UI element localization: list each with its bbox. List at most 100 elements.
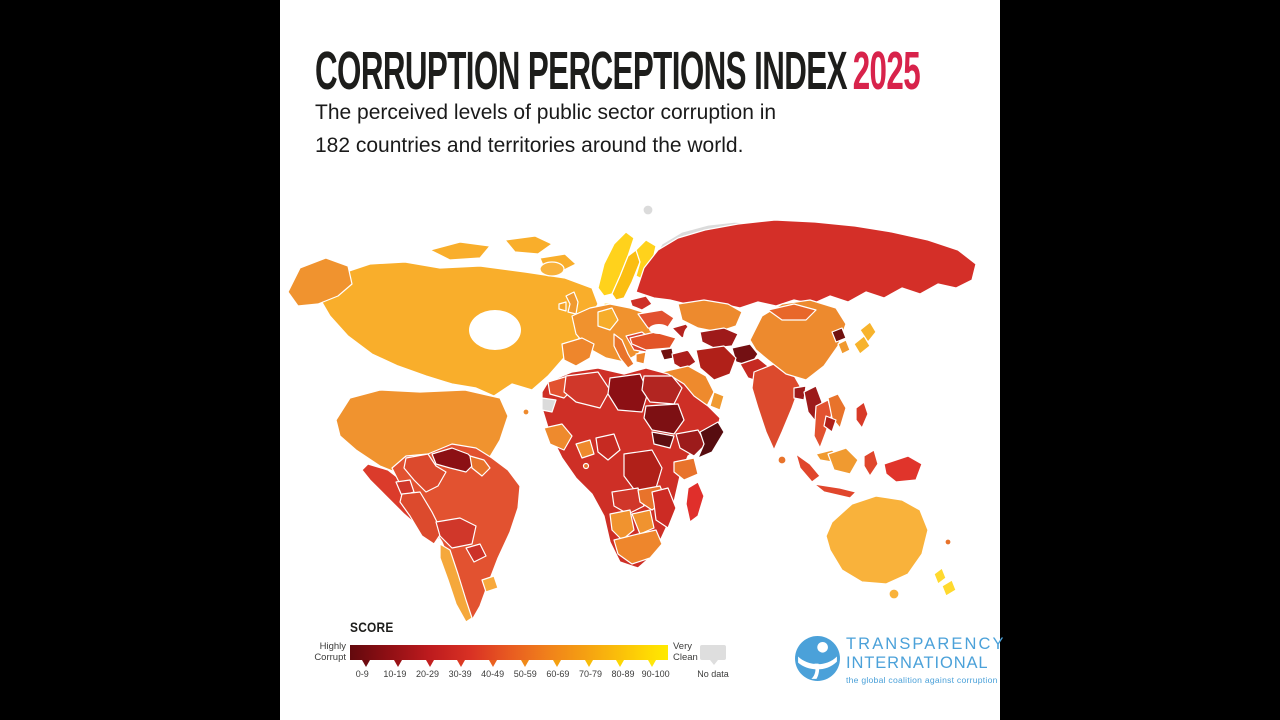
map-region-uruguay	[481, 575, 499, 593]
map-region-botswana	[631, 509, 655, 535]
world-map	[280, 192, 1000, 622]
map-region-ireland	[558, 301, 567, 312]
map-region-italy	[613, 333, 635, 369]
map-region-sudan	[643, 403, 685, 435]
map-region-canada-island1	[429, 241, 491, 261]
map-region-ethiopia	[675, 429, 707, 457]
map-region-west-africa	[543, 423, 573, 451]
map-region-iran	[695, 345, 737, 381]
map-region-alaska	[287, 257, 353, 307]
legend-nodata-label: No data	[697, 669, 729, 679]
map-region-germany	[597, 307, 619, 331]
map-region-borneo	[827, 447, 859, 475]
map-region-laos-cambodia	[823, 415, 837, 433]
ti-logo-line1: TRANSPARENCY	[846, 635, 1006, 653]
legend-nodata-swatch	[700, 645, 726, 660]
subtitle: The perceived levels of public sector co…	[315, 96, 776, 162]
page-title: CORRUPTION PERCEPTIONS INDEX 2025	[315, 40, 921, 102]
map-region-vietnam	[827, 393, 847, 429]
map-region-venezuela	[431, 447, 477, 473]
caspian-sea	[683, 326, 697, 352]
map-region-oman	[709, 391, 725, 411]
map-region-fiji	[944, 538, 952, 546]
world-map-svg	[287, 204, 977, 622]
map-region-south-africa	[613, 529, 663, 565]
legend-tick-labels: 0-9 10-19 20-29 30-39 40-49 50-59 60-69 …	[346, 669, 672, 679]
legend-corrupt: Corrupt	[314, 652, 346, 663]
tick-label-3: 30-39	[448, 669, 472, 679]
map-region-libya	[607, 373, 649, 413]
tick-label-7: 70-79	[578, 669, 602, 679]
map-region-sulawesi	[863, 449, 879, 477]
map-region-svalbard	[642, 204, 654, 216]
legend-very: Very	[673, 641, 693, 652]
map-region-nigeria	[595, 433, 621, 461]
ti-logo-tagline: the global coalition against corruption	[846, 675, 998, 685]
tick-label-0: 0-9	[355, 669, 369, 679]
tick-label-5: 50-59	[513, 669, 537, 679]
tick-6	[553, 660, 561, 667]
map-region-western-sahara	[541, 397, 557, 413]
map-region-sao-tome	[582, 462, 590, 470]
map-region-tanzania	[673, 457, 699, 481]
map-region-cape-verde	[522, 408, 530, 416]
ti-logo-icon	[795, 636, 840, 681]
ti-logo-text: TRANSPARENCY INTERNATIONAL the global co…	[846, 635, 1006, 685]
tick-label-4: 40-49	[481, 669, 505, 679]
map-region-south-korea	[837, 339, 851, 355]
map-region-new-zealand-north	[933, 567, 947, 585]
tick-2	[426, 660, 434, 667]
legend-left-label: Highly Corrupt	[296, 641, 346, 663]
map-region-chile	[439, 543, 473, 622]
legend-gradient-bar	[350, 645, 668, 660]
legend-clean: Clean	[673, 652, 698, 663]
map-region-algeria	[563, 371, 611, 409]
map-region-new-zealand-south	[941, 579, 957, 597]
legend-highly: Highly	[319, 641, 346, 652]
map-region-png	[883, 455, 923, 483]
map-region-canada-island2	[504, 235, 553, 255]
map-region-java	[813, 483, 857, 499]
legend-heading: SCORE	[350, 619, 394, 635]
tick-1	[394, 660, 402, 667]
map-region-philippines	[855, 401, 869, 429]
hudson-bay	[469, 310, 521, 350]
map-region-iberia	[561, 337, 595, 367]
map-region-mongolia	[767, 303, 817, 321]
map-region-madagascar	[685, 481, 705, 523]
infographic-panel: CORRUPTION PERCEPTIONS INDEX 2025 The per…	[280, 0, 1004, 720]
subtitle-line1: The perceived levels of public sector co…	[315, 101, 777, 124]
tick-4	[489, 660, 497, 667]
map-region-kazakhstan	[677, 299, 743, 333]
map-region-colombia	[403, 453, 447, 493]
subtitle-line2: 182 countries and territories around the…	[315, 134, 744, 157]
tick-0	[362, 660, 370, 667]
map-region-bolivia	[435, 517, 477, 549]
map-region-china	[749, 299, 847, 381]
ti-logo-line2: INTERNATIONAL	[846, 654, 989, 672]
map-region-ecuador	[395, 479, 415, 497]
map-region-central-asia	[699, 327, 739, 349]
map-region-paraguay	[465, 543, 487, 563]
tick-5	[521, 660, 529, 667]
map-region-australia	[825, 495, 929, 585]
map-region-japan-south	[853, 335, 871, 355]
map-region-canada	[315, 261, 599, 397]
tick-7	[585, 660, 593, 667]
map-region-peru	[399, 491, 443, 545]
map-region-angola	[611, 487, 645, 515]
tick-label-6: 60-69	[546, 669, 570, 679]
map-region-bangladesh	[793, 385, 807, 401]
map-region-sri-lanka	[777, 455, 787, 465]
map-region-mozambique	[651, 487, 677, 529]
transparency-international-logo: TRANSPARENCY INTERNATIONAL the global co…	[794, 634, 1004, 688]
black-sea	[649, 324, 669, 334]
legend-tick-marks	[362, 660, 656, 667]
map-region-india	[751, 363, 801, 451]
tick-label-8: 80-89	[611, 669, 635, 679]
tick-3	[457, 660, 465, 667]
map-region-sumatra	[795, 453, 821, 483]
legend-right-label: Very Clean	[673, 641, 723, 663]
map-region-greece	[635, 351, 647, 365]
